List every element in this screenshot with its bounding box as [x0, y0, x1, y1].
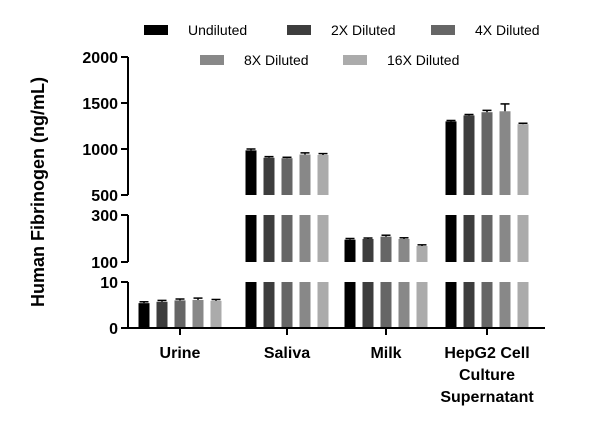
bar [299, 215, 311, 262]
bar [263, 215, 275, 262]
category-label: HepG2 Cell Culture Supernatant [440, 345, 534, 406]
y-tick-label: 10 [100, 275, 118, 292]
bar [499, 111, 511, 195]
category-label: Urine [160, 345, 201, 362]
bar [398, 238, 410, 262]
bar [156, 301, 168, 328]
bar [192, 299, 204, 328]
legend-label: 4X Diluted [475, 22, 540, 38]
bar [416, 246, 428, 262]
bar [499, 215, 511, 262]
legend-label: Undiluted [188, 22, 247, 38]
bar [463, 215, 475, 262]
bar [445, 215, 457, 262]
legend-swatch [343, 55, 367, 65]
bar [299, 282, 311, 328]
bar [481, 282, 493, 328]
legend-swatch [144, 25, 168, 35]
bar [517, 215, 529, 262]
bar [174, 300, 186, 328]
bar [517, 124, 529, 195]
bar [517, 282, 529, 328]
bar [263, 157, 275, 195]
category-label-line: HepG2 Cell [444, 345, 529, 362]
bar [416, 282, 428, 328]
category-label: Saliva [264, 345, 310, 362]
bar [281, 282, 293, 328]
y-tick-label: 500 [91, 188, 118, 205]
bar [481, 112, 493, 195]
bars [138, 103, 529, 328]
bar [481, 215, 493, 262]
bar [245, 215, 257, 262]
bar [445, 121, 457, 195]
bar [362, 238, 374, 262]
bar [138, 303, 150, 328]
bar [380, 282, 392, 328]
bar [281, 215, 293, 262]
bar [210, 300, 222, 328]
legend-swatch [431, 25, 455, 35]
y-tick-label: 1000 [82, 142, 118, 159]
legend-swatch [287, 25, 311, 35]
bar [463, 115, 475, 195]
y-tick-label: 100 [91, 255, 118, 272]
bar [380, 236, 392, 262]
bar [263, 282, 275, 328]
bar [344, 282, 356, 328]
category-label-line: Supernatant [440, 389, 534, 406]
category-label-line: Urine [160, 345, 201, 362]
y-tick-label: 1500 [82, 96, 118, 113]
bar [398, 282, 410, 328]
bar [317, 215, 329, 262]
bar [463, 282, 475, 328]
bar [245, 150, 257, 195]
legend-swatch [200, 55, 224, 65]
y-tick-label: 2000 [82, 50, 118, 67]
bar [317, 154, 329, 195]
category-label-line: Milk [370, 345, 401, 362]
bar [317, 282, 329, 328]
category-label: Milk [370, 345, 401, 362]
legend: Undiluted 2X Diluted 4X Diluted 8X Diluted 1… [144, 22, 540, 68]
axes: Urine Saliva Milk HepG2 Cell Culture Supernat… [82, 50, 545, 406]
bar [445, 282, 457, 328]
y-axis-label: Human Fibrinogen (ng/mL) [28, 77, 48, 307]
bar [499, 282, 511, 328]
bar [281, 158, 293, 195]
y-tick-label: 0 [109, 321, 118, 338]
bar [362, 282, 374, 328]
bar [245, 282, 257, 328]
category-label-line: Culture [459, 367, 515, 384]
y-tick-label: 300 [91, 208, 118, 225]
legend-label: 8X Diluted [244, 52, 309, 68]
bar [344, 239, 356, 262]
legend-label: 2X Diluted [331, 22, 396, 38]
category-label-line: Saliva [264, 345, 310, 362]
legend-label: 16X Diluted [387, 52, 459, 68]
bar [299, 154, 311, 195]
